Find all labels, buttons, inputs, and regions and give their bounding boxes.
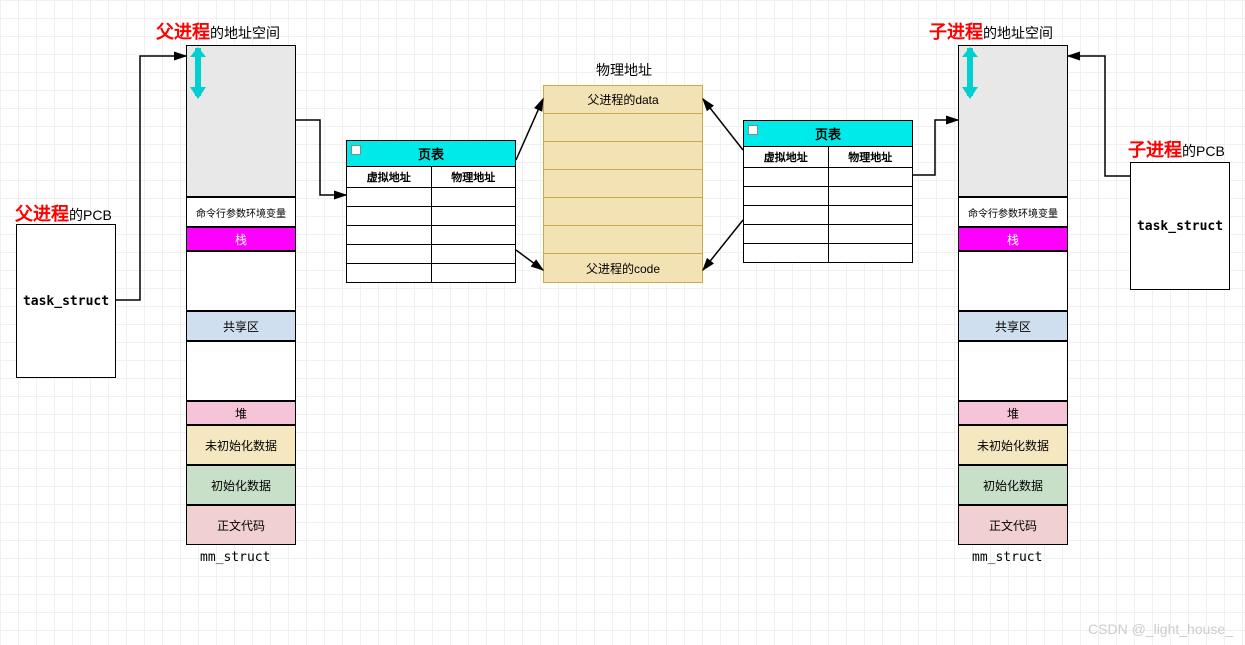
parent-pcb-struct: task_struct [23, 294, 109, 309]
child-pcb-title: 子进程的PCB [1128, 136, 1225, 162]
pagetable-cell [347, 264, 432, 282]
pagetable-header: 页表 [347, 141, 515, 167]
pagetable-cell [432, 188, 516, 206]
pagetable-col: 物理地址 [829, 147, 913, 167]
addr-segment: 初始化数据 [958, 465, 1068, 505]
watermark: CSDN @_light_house_ [1088, 621, 1233, 637]
pagetable-row [744, 187, 912, 206]
pagetable-cell [347, 226, 432, 244]
child-pagetable: 页表虚拟地址物理地址 [743, 120, 913, 263]
child-addr-title: 子进程的地址空间 [929, 18, 1053, 44]
pagetable-cell [432, 226, 516, 244]
pagetable-cell [829, 187, 913, 205]
physical-row [544, 198, 702, 226]
pagetable-cell [347, 245, 432, 263]
parent-addr-struct-label: mm_struct [200, 550, 270, 565]
addr-segment: 命令行参数环境变量 [958, 197, 1068, 227]
pagetable-row [347, 264, 515, 282]
pagetable-cell [829, 244, 913, 262]
physical-row [544, 170, 702, 198]
pagetable-row [347, 226, 515, 245]
pagetable-row [744, 225, 912, 244]
addr-segment [186, 251, 296, 311]
addr-segment: 正文代码 [958, 505, 1068, 545]
child-addr-struct-label: mm_struct [972, 550, 1042, 565]
addr-segment: 堆 [186, 401, 296, 425]
pagetable-cell [432, 264, 516, 282]
addr-segment [958, 341, 1068, 401]
addr-segment: 正文代码 [186, 505, 296, 545]
addr-segment: 未初始化数据 [958, 425, 1068, 465]
addr-segment: 共享区 [958, 311, 1068, 341]
physical-row [544, 142, 702, 170]
parent-pcb-box: task_struct [16, 224, 116, 378]
pagetable-row [347, 207, 515, 226]
pagetable-col: 物理地址 [432, 167, 516, 187]
addr-segment: 命令行参数环境变量 [186, 197, 296, 227]
pagetable-cell [744, 206, 829, 224]
pagetable-col: 虚拟地址 [347, 167, 432, 187]
child-pcb-struct: task_struct [1137, 219, 1223, 234]
addr-segment [958, 45, 1068, 197]
pagetable-col: 虚拟地址 [744, 147, 829, 167]
physical-row [544, 114, 702, 142]
pagetable-row [347, 188, 515, 207]
addr-segment: 栈 [186, 227, 296, 251]
physical-memory: 父进程的data 父进程的code [543, 85, 703, 283]
addr-segment: 未初始化数据 [186, 425, 296, 465]
physical-row: 父进程的data [544, 86, 702, 114]
parent-addr-title: 父进程的地址空间 [156, 18, 280, 44]
pagetable-row [744, 168, 912, 187]
pagetable-cell [432, 207, 516, 225]
pagetable-row [347, 245, 515, 264]
pagetable-cell [829, 168, 913, 186]
pagetable-cell [744, 225, 829, 243]
pagetable-cell [829, 206, 913, 224]
physical-title: 物理地址 [596, 60, 652, 80]
pagetable-cell [432, 245, 516, 263]
physical-row: 父进程的code [544, 254, 702, 282]
pagetable-cell [744, 168, 829, 186]
parent-pcb-title: 父进程的PCB [15, 200, 112, 226]
addr-segment [186, 45, 296, 197]
addr-segment: 堆 [958, 401, 1068, 425]
pagetable-header: 页表 [744, 121, 912, 147]
pagetable-cell [829, 225, 913, 243]
addr-segment: 共享区 [186, 311, 296, 341]
addr-segment: 初始化数据 [186, 465, 296, 505]
addr-segment: 栈 [958, 227, 1068, 251]
child-pcb-box: task_struct [1130, 162, 1230, 290]
pagetable-row [744, 206, 912, 225]
pagetable-cell [347, 207, 432, 225]
pagetable-cell [744, 187, 829, 205]
physical-row [544, 226, 702, 254]
pagetable-cell [347, 188, 432, 206]
parent-addr-space: 命令行参数环境变量栈共享区堆未初始化数据初始化数据正文代码 [186, 45, 296, 545]
child-addr-space: 命令行参数环境变量栈共享区堆未初始化数据初始化数据正文代码 [958, 45, 1068, 545]
addr-segment [186, 341, 296, 401]
pagetable-cell [744, 244, 829, 262]
pagetable-row [744, 244, 912, 262]
addr-segment [958, 251, 1068, 311]
parent-pagetable: 页表虚拟地址物理地址 [346, 140, 516, 283]
